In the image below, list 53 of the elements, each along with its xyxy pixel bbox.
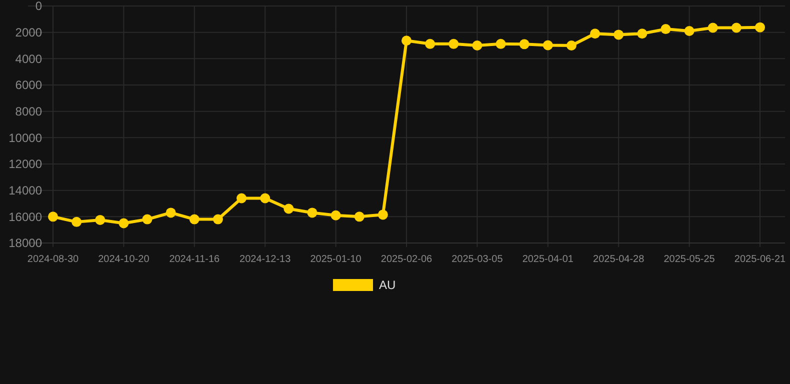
point xyxy=(354,212,364,222)
y-tick-label: 14000 xyxy=(8,184,42,198)
point xyxy=(708,22,718,33)
point xyxy=(330,210,341,220)
x-tick-label: 2025-02-06 xyxy=(380,254,433,265)
point xyxy=(519,39,530,50)
point xyxy=(542,40,553,50)
x-tick-label: 2024-08-30 xyxy=(27,254,80,265)
y-tick-label: 18000 xyxy=(8,236,42,250)
point xyxy=(95,214,106,225)
y-tick-label: 6000 xyxy=(15,78,42,92)
y-tick-label: 16000 xyxy=(8,210,42,224)
point xyxy=(118,218,129,228)
point xyxy=(402,36,412,46)
point xyxy=(48,212,58,222)
point xyxy=(425,38,436,49)
point xyxy=(307,208,318,218)
x-tick-label: 2025-04-28 xyxy=(593,254,645,265)
point xyxy=(496,38,506,49)
point xyxy=(472,40,482,50)
point xyxy=(166,208,176,218)
point xyxy=(660,24,671,34)
x-tick-label: 2025-06-21 xyxy=(734,254,786,265)
point xyxy=(731,22,742,33)
x-tick-label: 2025-04-01 xyxy=(522,254,574,265)
point xyxy=(590,28,600,39)
x-tick-label: 2025-01-10 xyxy=(310,254,362,265)
y-tick-label: 4000 xyxy=(15,52,42,66)
point xyxy=(142,214,152,224)
y-tick-label: 12000 xyxy=(8,157,42,172)
point xyxy=(614,30,624,40)
point xyxy=(284,204,294,214)
point xyxy=(260,193,270,204)
x-tick-label: 2024-10-20 xyxy=(98,254,150,265)
point xyxy=(189,214,200,224)
x-tick-label: 2024-11-16 xyxy=(169,254,220,265)
y-tick-label: 8000 xyxy=(15,104,42,119)
x-tick-label: 2025-03-05 xyxy=(452,254,504,265)
point xyxy=(684,26,694,36)
point xyxy=(566,40,576,50)
y-tick-label: 2000 xyxy=(15,26,42,40)
x-tick-label: 2024-12-13 xyxy=(240,254,292,265)
y-tick-label: 0 xyxy=(35,0,42,14)
point xyxy=(378,210,388,220)
point xyxy=(755,22,765,32)
point xyxy=(236,193,247,204)
point xyxy=(448,38,459,49)
y-tick-label: 10000 xyxy=(8,130,42,145)
point xyxy=(72,216,82,227)
x-tick-label: 2025-05-25 xyxy=(664,254,716,265)
point xyxy=(637,28,648,39)
legend-label: AU xyxy=(379,278,396,292)
point xyxy=(212,214,223,224)
